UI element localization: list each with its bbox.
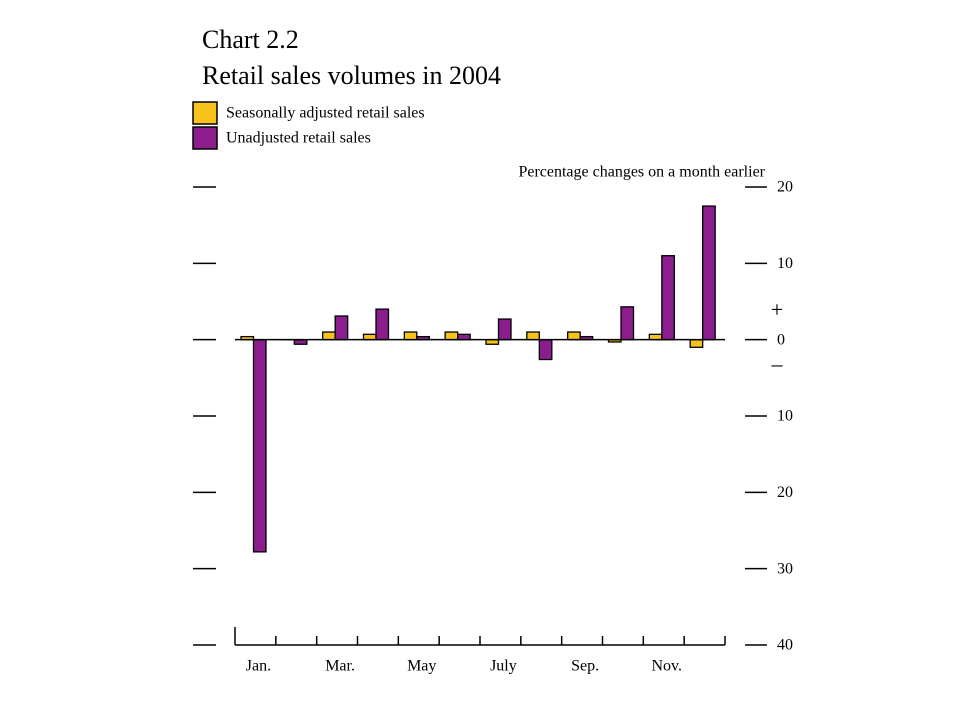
legend-swatch xyxy=(192,101,218,125)
axis-label: Percentage changes on a month earlier xyxy=(518,164,765,181)
x-tick-label: Mar. xyxy=(325,658,355,675)
positive-sign: + xyxy=(771,297,783,322)
y-tick-label: 40 xyxy=(777,637,793,654)
negative-sign: – xyxy=(771,351,784,376)
chart-subtitle: Retail sales volumes in 2004 xyxy=(202,61,501,90)
bar xyxy=(567,331,581,341)
x-tick-label: Sep. xyxy=(571,658,599,675)
bar xyxy=(362,333,377,341)
x-tick-label: May xyxy=(407,658,436,675)
y-tick-label: 0 xyxy=(777,331,785,348)
bar xyxy=(403,331,418,341)
bar xyxy=(648,333,663,341)
bar xyxy=(497,318,512,341)
bar xyxy=(526,331,540,341)
x-tick-label: July xyxy=(490,658,517,675)
y-tick-label: 30 xyxy=(777,560,793,577)
legend-swatch xyxy=(192,126,218,150)
bar xyxy=(661,255,675,341)
bar xyxy=(702,205,716,341)
bar xyxy=(689,339,704,348)
y-tick-label: 20 xyxy=(777,484,793,501)
bar xyxy=(375,308,390,341)
x-tick-label: Jan. xyxy=(246,658,271,675)
y-tick-label: 10 xyxy=(777,408,793,425)
y-tick-label: 10 xyxy=(777,255,793,272)
chart-title: Chart 2.2 xyxy=(202,25,299,54)
bar xyxy=(457,333,471,341)
bar xyxy=(538,339,553,361)
x-tick-label: Nov. xyxy=(651,658,682,675)
bar xyxy=(252,339,267,553)
bar xyxy=(322,331,336,341)
y-tick-label: 20 xyxy=(777,179,793,196)
bar xyxy=(334,315,349,341)
bar xyxy=(620,306,635,341)
legend-label: Seasonally adjusted retail sales xyxy=(226,105,425,122)
legend-label: Unadjusted retail sales xyxy=(226,130,371,147)
bar xyxy=(444,331,459,341)
